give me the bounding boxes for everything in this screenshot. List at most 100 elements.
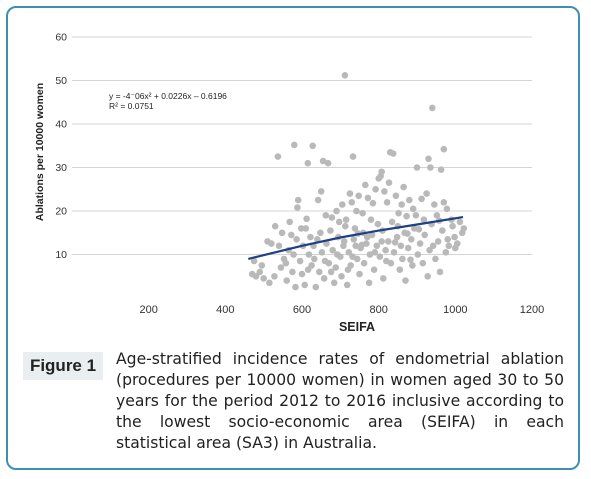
data-point: [311, 255, 318, 263]
data-point: [433, 212, 441, 219]
data-point: [274, 153, 282, 160]
data-point: [385, 179, 393, 186]
data-point: [406, 196, 413, 204]
data-point: [440, 145, 448, 153]
data-point: [402, 277, 409, 284]
data-point: [370, 266, 378, 274]
data-point: [395, 209, 402, 217]
data-point: [416, 240, 424, 247]
data-point: [427, 164, 434, 171]
data-point: [324, 159, 332, 167]
data-point: [437, 166, 445, 173]
data-point: [302, 225, 310, 232]
data-point: [431, 201, 438, 208]
data-point: [338, 273, 345, 280]
data-point: [419, 259, 427, 267]
data-point: [452, 244, 459, 252]
data-point: [409, 205, 417, 213]
data-point: [444, 236, 452, 243]
data-point: [286, 218, 294, 226]
data-point: [362, 181, 369, 189]
data-point: [443, 205, 451, 213]
data-point: [380, 275, 387, 282]
data-point: [400, 183, 407, 191]
figure-frame: [6, 6, 580, 470]
data-point: [303, 215, 310, 223]
data-point: [334, 251, 341, 258]
data-point: [353, 207, 360, 215]
data-point: [392, 192, 400, 200]
data-point: [349, 153, 357, 160]
data-point: [314, 236, 321, 243]
y-tick-label: 10: [55, 249, 67, 261]
data-point: [426, 246, 433, 254]
x-tick-label: 200: [139, 304, 157, 316]
data-point: [408, 236, 415, 243]
data-point: [434, 238, 442, 245]
data-point: [345, 249, 353, 256]
data-point: [342, 216, 350, 223]
data-point: [432, 255, 439, 263]
x-tick-label: 800: [369, 304, 387, 316]
data-point: [332, 264, 340, 271]
data-point: [414, 251, 422, 258]
data-point: [390, 249, 398, 256]
data-point: [294, 204, 301, 211]
data-point: [271, 222, 279, 230]
data-point: [460, 225, 468, 232]
data-point: [317, 229, 324, 237]
data-point: [399, 255, 406, 263]
data-point: [258, 262, 266, 269]
gridlines: [72, 36, 532, 255]
data-point: [335, 218, 343, 226]
data-point: [290, 251, 297, 258]
data-point: [363, 233, 371, 241]
data-point: [449, 222, 456, 230]
data-point: [275, 242, 283, 250]
x-tick-labels: 200 400 600 800 1000 1200: [139, 304, 544, 316]
y-tick-label: 60: [55, 32, 67, 44]
data-point: [268, 240, 275, 247]
data-point: [344, 266, 352, 274]
y-tick-label: 20: [55, 206, 67, 218]
data-point: [314, 196, 322, 204]
data-point: [289, 268, 296, 276]
data-point: [360, 259, 368, 267]
data-point: [305, 251, 313, 258]
data-point: [292, 283, 299, 291]
y-axis-label: Ablations per 10000 women: [34, 83, 46, 221]
data-point: [398, 201, 406, 208]
data-point: [369, 199, 377, 207]
data-points: [248, 72, 468, 291]
data-point: [342, 222, 349, 230]
data-point: [293, 236, 300, 243]
data-point: [317, 188, 325, 195]
data-point: [388, 218, 396, 226]
data-point: [309, 142, 317, 150]
data-point: [341, 72, 349, 79]
data-point: [256, 268, 264, 276]
data-point: [356, 270, 363, 278]
data-point: [451, 233, 458, 241]
y-tick-label: 30: [55, 162, 67, 174]
figure-label: Figure 1: [23, 352, 103, 380]
data-point: [349, 253, 356, 260]
data-point: [373, 242, 381, 250]
data-point: [348, 199, 356, 206]
data-point: [383, 199, 391, 206]
data-point: [364, 194, 372, 202]
data-point: [436, 268, 444, 276]
data-point: [383, 257, 390, 265]
data-point: [260, 275, 268, 282]
trendline-equation: y = -4⁻06x² + 0.0226x – 0.6196: [109, 91, 227, 101]
data-point: [442, 249, 450, 256]
scatter-chart: 10 20 30 40 50 60 200 400 600 800 1000 1200 y = -4…: [34, 32, 544, 335]
data-point: [374, 220, 382, 228]
y-tick-label: 40: [55, 119, 67, 131]
data-point: [333, 207, 340, 215]
data-point: [376, 253, 384, 260]
data-point: [404, 230, 411, 237]
data-point: [288, 231, 295, 239]
data-point: [407, 256, 414, 264]
data-point: [304, 159, 312, 167]
